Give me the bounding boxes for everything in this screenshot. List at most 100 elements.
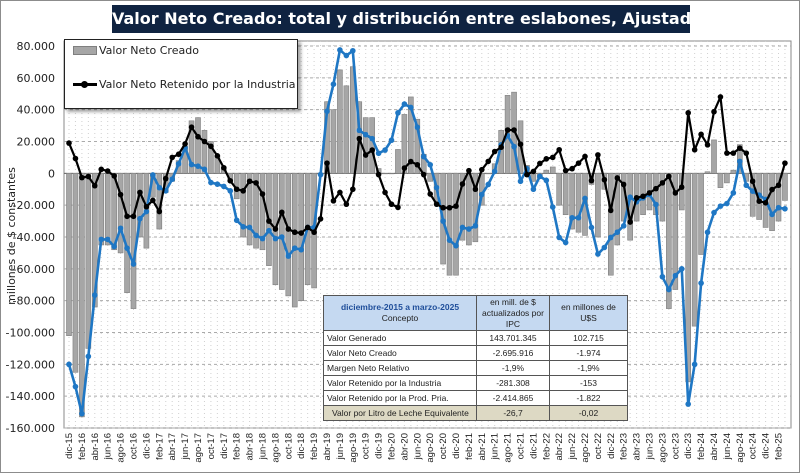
point-industria [427,191,434,197]
x-tick-label: abr-17 [167,433,178,460]
point-industria [298,230,305,236]
x-tick-label: feb-18 [232,433,243,460]
point-industria [459,181,466,187]
x-tick-label: oct-21 [516,433,527,459]
point-industria [749,178,756,185]
point-industria [337,189,343,196]
bar-valor-neto-creado [607,173,614,276]
point-series-blue [156,184,163,191]
point-series-blue [401,101,408,107]
point-series-blue [446,237,453,243]
point-series-blue [414,124,421,130]
point-series-blue [98,236,105,243]
point-series-blue [588,224,595,231]
bar-valor-neto-creado [85,173,92,349]
point-series-blue [375,150,382,157]
point-industria [491,148,498,155]
point-series-blue [678,266,685,272]
point-series-blue [272,235,279,242]
bar-valor-neto-creado [749,173,756,217]
point-industria [511,127,517,133]
x-tick-label: oct-17 [206,433,217,459]
point-series-blue [517,178,524,185]
point-industria [395,204,401,211]
row-label: Valor Neto Creado [323,345,477,361]
bar-valor-neto-creado [124,173,130,294]
point-series-blue [530,186,537,193]
point-series-blue [466,226,472,232]
point-industria [633,195,640,201]
y-tick-label: 80.000 [17,40,56,53]
bar-valor-neto-creado [382,173,388,175]
point-series-blue [72,383,79,390]
point-series-blue [111,243,117,250]
point-industria [182,141,188,147]
point-industria [150,197,156,204]
point-series-blue [285,253,292,259]
legend-bar-swatch [73,46,97,55]
point-industria [259,191,266,197]
point-industria [479,166,485,173]
point-series-blue [491,168,498,175]
point-series-blue [259,235,266,242]
row-pesos: -2.695.916 [476,345,550,361]
point-industria [691,146,698,153]
point-industria [672,190,679,196]
point-series-blue [569,214,575,221]
bar-valor-neto-creado [595,173,601,238]
point-industria [614,175,621,181]
point-industria [188,124,195,130]
point-industria [124,213,130,220]
point-industria [724,150,730,156]
bar-valor-neto-creado [556,173,563,206]
concept-label: Concepto [381,313,419,323]
bar-valor-neto-creado [259,173,266,251]
bar-valor-neto-creado [769,173,775,231]
x-tick-label: feb-22 [541,433,552,460]
x-tick-label: dic-19 [374,433,385,459]
point-industria [530,168,537,175]
period-label: diciembre-2015 a marzo-2025 [340,302,460,312]
x-tick-label: feb-25 [774,433,785,460]
bar-valor-neto-creado [104,173,111,246]
point-series-blue [440,218,446,224]
legend-item-line: Valor Neto Retenido por la Industria [73,78,296,91]
y-tick-label: -120.000 [6,358,55,371]
point-industria [117,191,124,198]
point-series-blue [79,410,85,417]
point-series-blue [240,224,246,230]
point-industria [608,207,614,214]
point-industria [446,204,453,211]
point-industria [240,188,246,194]
point-industria [498,144,504,151]
x-tick-label: oct-20 [438,433,449,459]
table-row: Valor Retenido por la Industria -281.308-… [323,375,628,391]
point-series-blue [730,190,737,196]
table-row: Margen Neto Relativo -1,9% -1,9% [323,360,628,376]
x-tick-label: feb-20 [387,433,398,460]
x-tick-label: oct-23 [670,433,681,459]
point-industria [279,209,285,216]
point-industria [408,158,414,165]
point-series-blue [782,206,788,212]
bar-valor-neto-creado [704,171,711,174]
point-series-blue [104,236,111,243]
bar-valor-neto-creado [459,173,466,241]
point-industria [775,182,782,189]
point-series-blue [556,234,562,241]
point-industria [420,171,427,178]
point-industria [653,185,659,192]
table-row: Valor Neto Creado -2.695.916 -1.974 [323,345,628,361]
y-tick-label: 20.000 [17,136,56,149]
point-series-blue [330,81,337,87]
point-industria [311,229,317,236]
point-series-blue [704,229,711,236]
point-industria [169,154,175,161]
bar-valor-neto-creado [446,173,453,276]
y-tick-label: -40.000 [13,231,55,244]
point-industria [85,173,92,180]
point-series-blue [595,251,601,257]
point-industria [362,152,369,158]
point-industria [659,180,666,186]
point-series-blue [117,225,124,232]
